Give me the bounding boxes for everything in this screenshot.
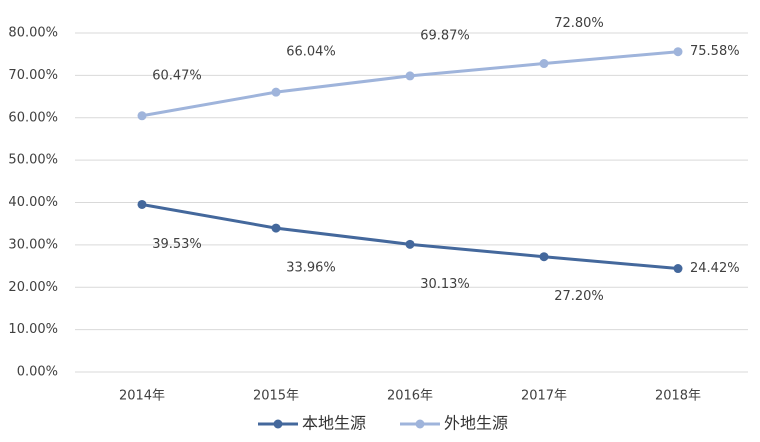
point [271, 223, 281, 233]
x-tick-label: 2015年 [253, 389, 299, 404]
y-tick-label: 50.00% [8, 153, 58, 168]
data-label: 69.87% [420, 28, 470, 43]
data-label: 30.13% [420, 277, 470, 292]
point [405, 239, 415, 249]
data-label: 75.58% [690, 44, 740, 59]
x-tick-label: 2014年 [119, 389, 165, 404]
legend-text: 外地生源 [444, 414, 508, 433]
y-tick-label: 30.00% [8, 237, 58, 252]
y-tick-label: 40.00% [8, 195, 58, 210]
data-label: 66.04% [286, 45, 336, 60]
point [539, 59, 549, 69]
y-tick-label: 0.00% [17, 365, 58, 380]
data-label: 72.80% [554, 16, 604, 31]
point [137, 199, 147, 209]
x-tick-label: 2016年 [387, 389, 433, 404]
point [137, 111, 147, 121]
series-line [141, 203, 679, 271]
point [271, 87, 281, 97]
y-tick-label: 10.00% [8, 322, 58, 337]
point [539, 252, 549, 262]
x-tick-label: 2017年 [521, 389, 567, 404]
y-tick-label: 20.00% [8, 280, 58, 295]
x-tick-label: 2018年 [655, 389, 701, 404]
legend-marker [273, 419, 283, 429]
data-label: 33.96% [286, 261, 336, 276]
y-tick-label: 60.00% [8, 110, 58, 125]
legend-marker [415, 419, 425, 429]
point [673, 47, 683, 57]
data-label: 60.47% [152, 68, 202, 83]
data-label: 39.53% [152, 237, 202, 252]
data-label: 27.20% [554, 289, 604, 304]
data-label: 24.42% [690, 261, 740, 276]
point [405, 71, 415, 81]
series-line [141, 50, 679, 118]
y-tick-label: 80.00% [8, 26, 58, 41]
point [673, 264, 683, 274]
y-tick-label: 70.00% [8, 68, 58, 83]
legend-text: 本地生源 [302, 414, 366, 433]
